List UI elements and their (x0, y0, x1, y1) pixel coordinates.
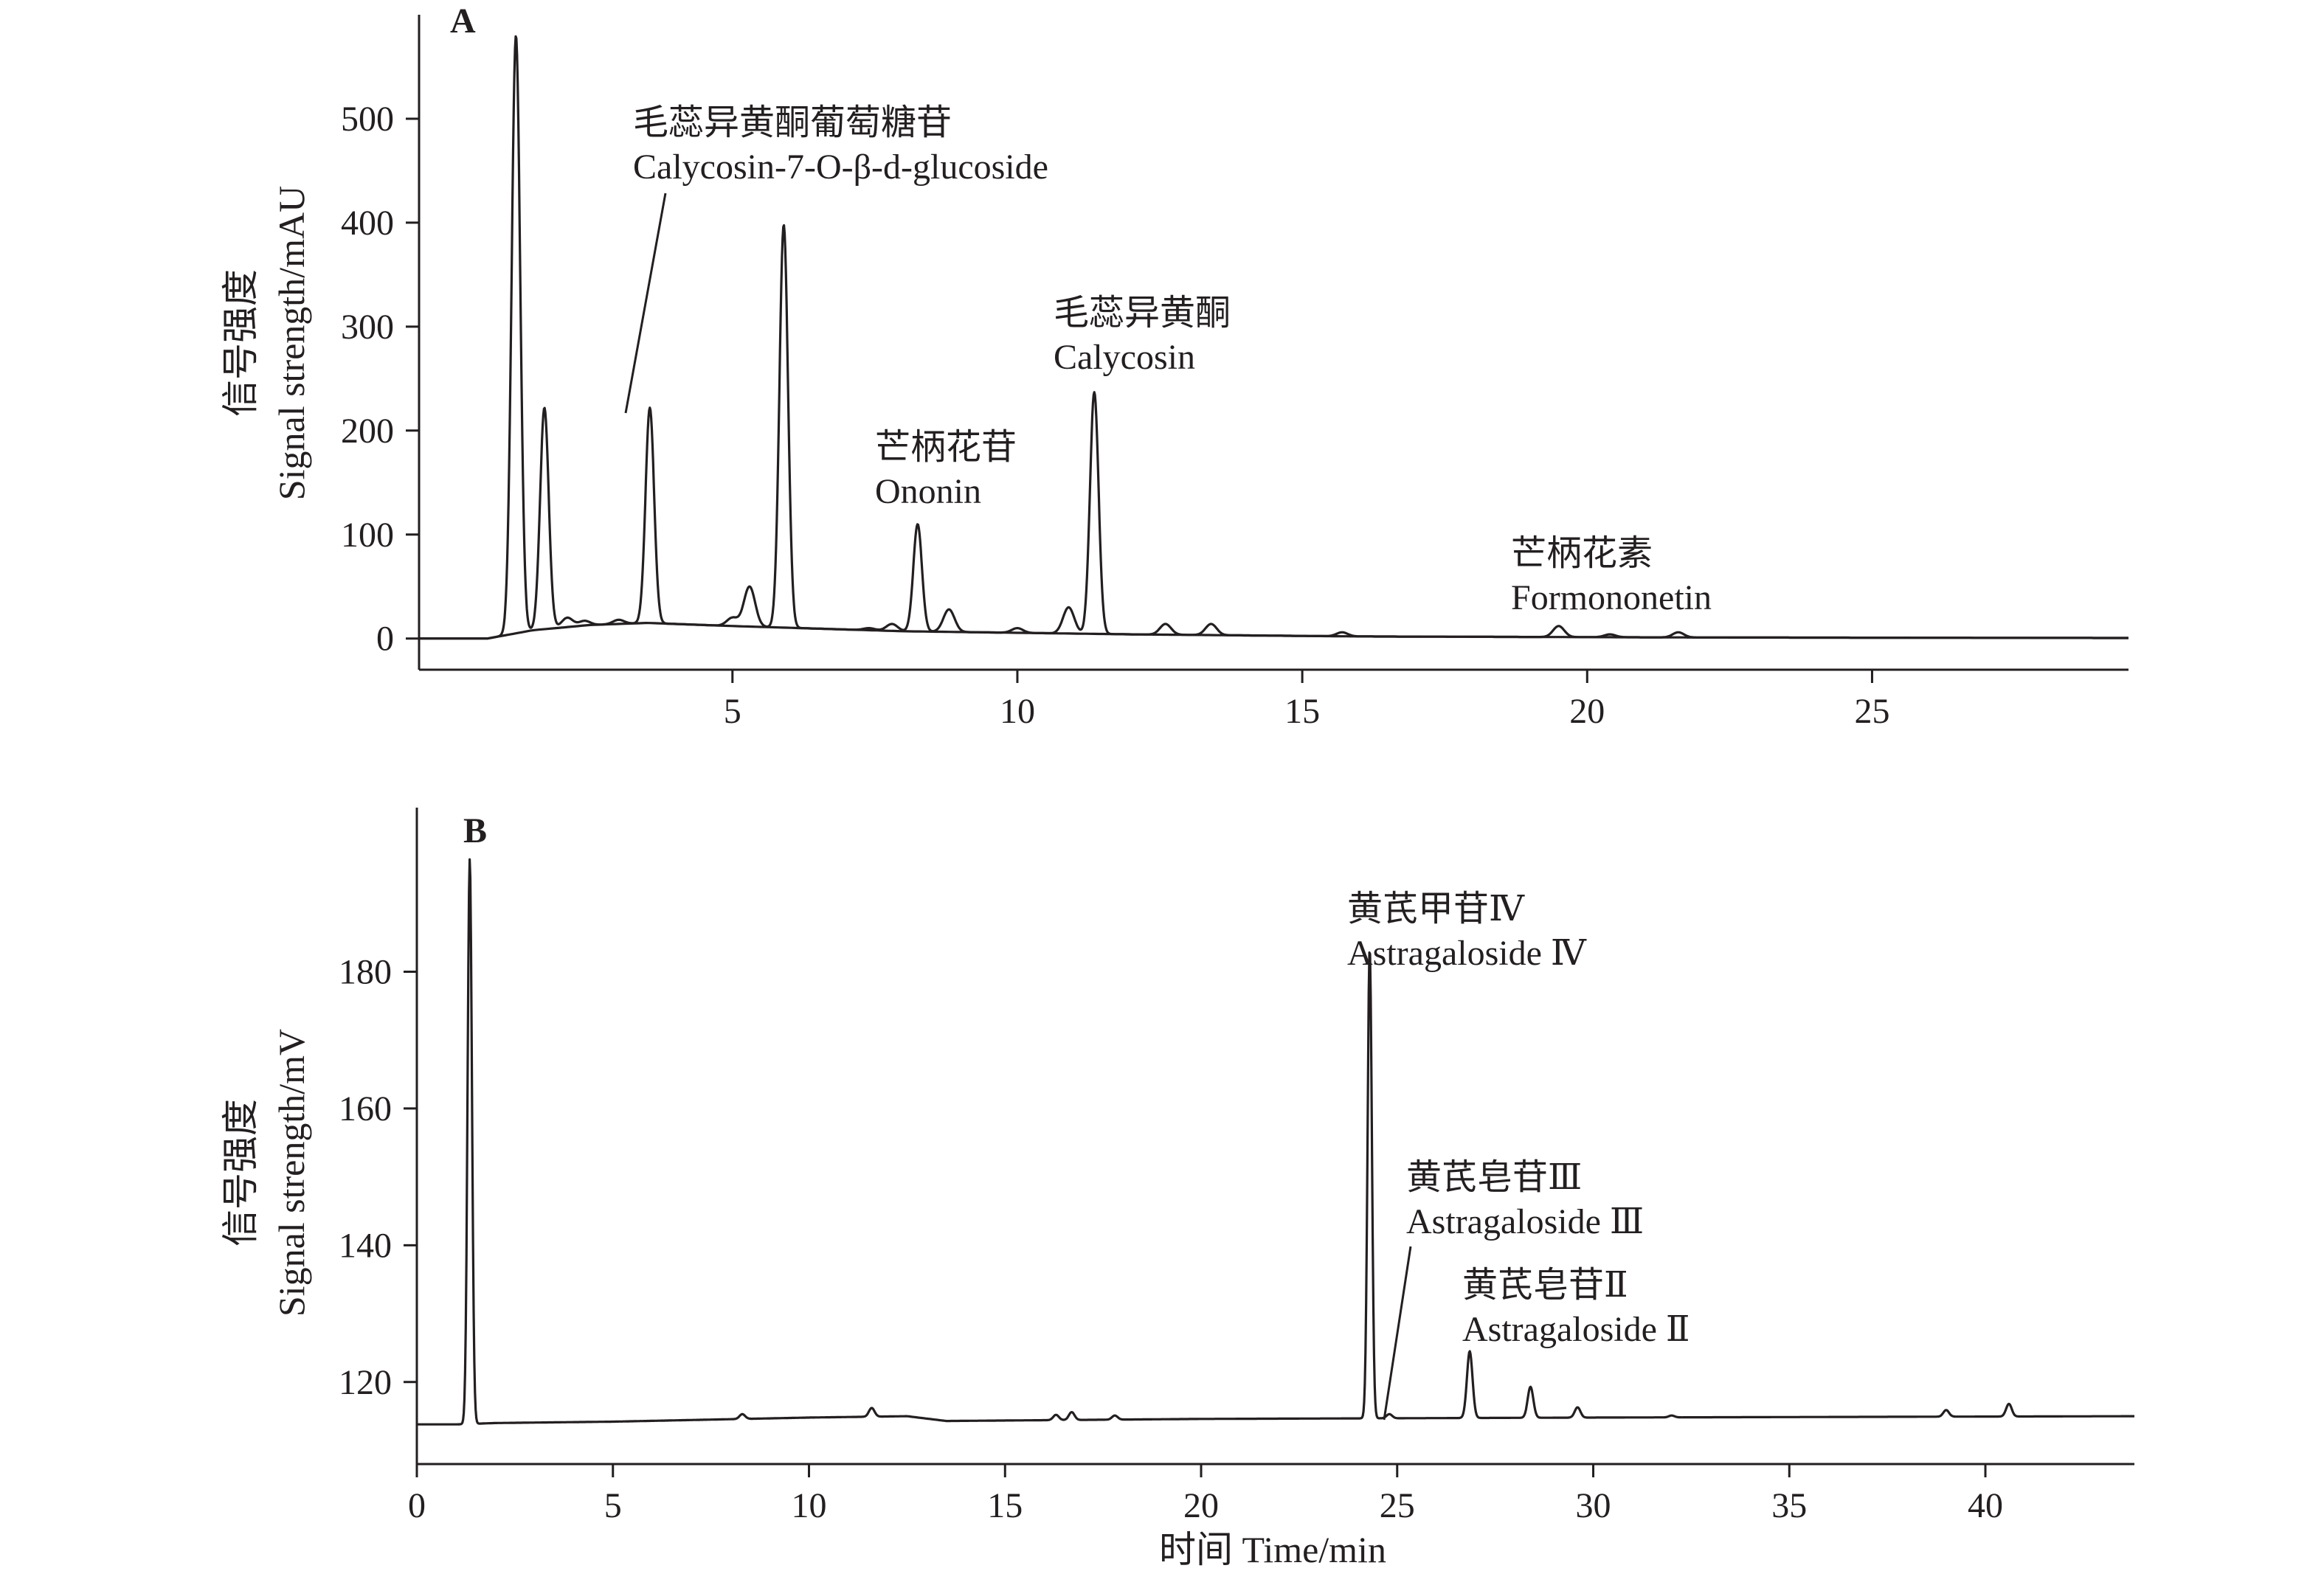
annotation-astragaloside-iv: 黄芪甲苷Ⅳ Astragaloside Ⅳ (1347, 889, 1587, 973)
annotation-calycosin-en: Calycosin (1054, 338, 1195, 377)
y-tick-label: 200 (341, 412, 394, 451)
y-tick-label: 180 (339, 953, 392, 992)
annotation-ononin-cn: 芒柄花苷 (875, 428, 1017, 467)
y-tick-label: 300 (341, 308, 394, 347)
y-tick-label: 160 (339, 1089, 392, 1128)
x-tick-label: 25 (1380, 1486, 1415, 1525)
annotation-astragaloside-iii-leader (1383, 1246, 1412, 1421)
panel-a-y-title-en: Signal strength/mAU (271, 186, 312, 500)
panel-b-chromatogram-trace (416, 858, 2135, 1426)
x-tick-label: 25 (1854, 692, 1889, 731)
panel-b-y-title-cn: 信号强度 (220, 1099, 261, 1246)
annotation-astragaloside-iv-cn: 黄芪甲苷Ⅳ (1347, 889, 1525, 929)
y-tick-label: 0 (376, 620, 394, 659)
panel-b-x-ticks: 0 5 10 15 20 25 30 35 40 (408, 1464, 2003, 1525)
annotation-formononetin: 芒柄花素 Formononetin (1511, 534, 1712, 617)
annotation-astragaloside-ii-en: Astragaloside Ⅱ (1462, 1310, 1690, 1349)
panel-a-letter: A (450, 1, 476, 41)
annotation-calycosin-glucoside-cn: 毛蕊异黄酮葡萄糖苷 (633, 103, 952, 142)
panel-b-y-ticks: 120 140 160 180 (339, 953, 417, 1402)
x-axis-title: 时间 Time/min (1159, 1529, 1386, 1570)
panel-b-letter: B (463, 811, 487, 850)
panel-a-x-ticks: 5 10 15 20 25 (724, 670, 1889, 731)
annotation-ononin: 芒柄花苷 Ononin (875, 428, 1017, 511)
y-tick-label: 400 (341, 204, 394, 243)
panel-a-y-axis-title: 信号强度 Signal strength/mAU (220, 186, 312, 500)
x-tick-label: 20 (1183, 1486, 1219, 1525)
annotation-calycosin-glucoside-en: Calycosin-7-O-β-d-glucoside (633, 148, 1048, 187)
x-tick-label: 40 (1968, 1486, 2003, 1525)
panel-a-y-title-cn: 信号强度 (220, 269, 261, 417)
x-tick-label: 30 (1576, 1486, 1611, 1525)
x-tick-label: 20 (1569, 692, 1605, 731)
annotation-calycosin-cn: 毛蕊异黄酮 (1054, 294, 1231, 333)
annotation-formononetin-cn: 芒柄花素 (1511, 534, 1653, 573)
x-tick-label: 10 (792, 1486, 827, 1525)
x-tick-label: 10 (1000, 692, 1035, 731)
annotation-calycosin-glucoside: 毛蕊异黄酮葡萄糖苷 Calycosin-7-O-β-d-glucoside (624, 103, 1048, 414)
annotation-astragaloside-iii-cn: 黄芪皂苷Ⅲ (1406, 1158, 1582, 1197)
x-tick-label: 5 (604, 1486, 622, 1525)
annotation-formononetin-en: Formononetin (1511, 578, 1712, 617)
x-tick-label: 35 (1771, 1486, 1807, 1525)
y-tick-label: 120 (339, 1363, 392, 1402)
x-tick-label: 15 (987, 1486, 1023, 1525)
annotation-calycosin-glucoside-leader (624, 193, 667, 414)
annotation-ononin-en: Ononin (875, 472, 981, 511)
annotation-astragaloside-ii-cn: 黄芪皂苷Ⅱ (1462, 1266, 1628, 1305)
y-tick-label: 500 (341, 100, 394, 139)
panel-a-baseline-trace (419, 622, 2128, 640)
y-tick-label: 140 (339, 1226, 392, 1265)
panel-b-y-title-en: Signal strength/mV (271, 1029, 312, 1317)
panel-b-y-axis-title: 信号强度 Signal strength/mV (220, 1029, 312, 1317)
x-tick-label: 5 (724, 692, 741, 731)
annotation-astragaloside-iv-en: Astragaloside Ⅳ (1347, 934, 1587, 973)
x-tick-label: 15 (1284, 692, 1320, 731)
annotation-astragaloside-iii-en: Astragaloside Ⅲ (1406, 1202, 1644, 1241)
panel-b: B 信号强度 Signal strength/mV 120 140 160 180 0… (220, 808, 2135, 1525)
panel-a-y-ticks: 0 100 200 300 400 500 (341, 100, 419, 659)
annotation-astragaloside-ii: 黄芪皂苷Ⅱ Astragaloside Ⅱ (1462, 1266, 1690, 1349)
x-tick-label: 0 (408, 1486, 426, 1525)
annotation-astragaloside-iii: 黄芪皂苷Ⅲ Astragaloside Ⅲ (1383, 1158, 1644, 1421)
annotation-calycosin: 毛蕊异黄酮 Calycosin (1054, 294, 1231, 377)
panel-a: A 信号强度 Signal strength/mAU 0 100 200 300 400… (220, 1, 2129, 731)
y-tick-label: 100 (341, 516, 394, 555)
